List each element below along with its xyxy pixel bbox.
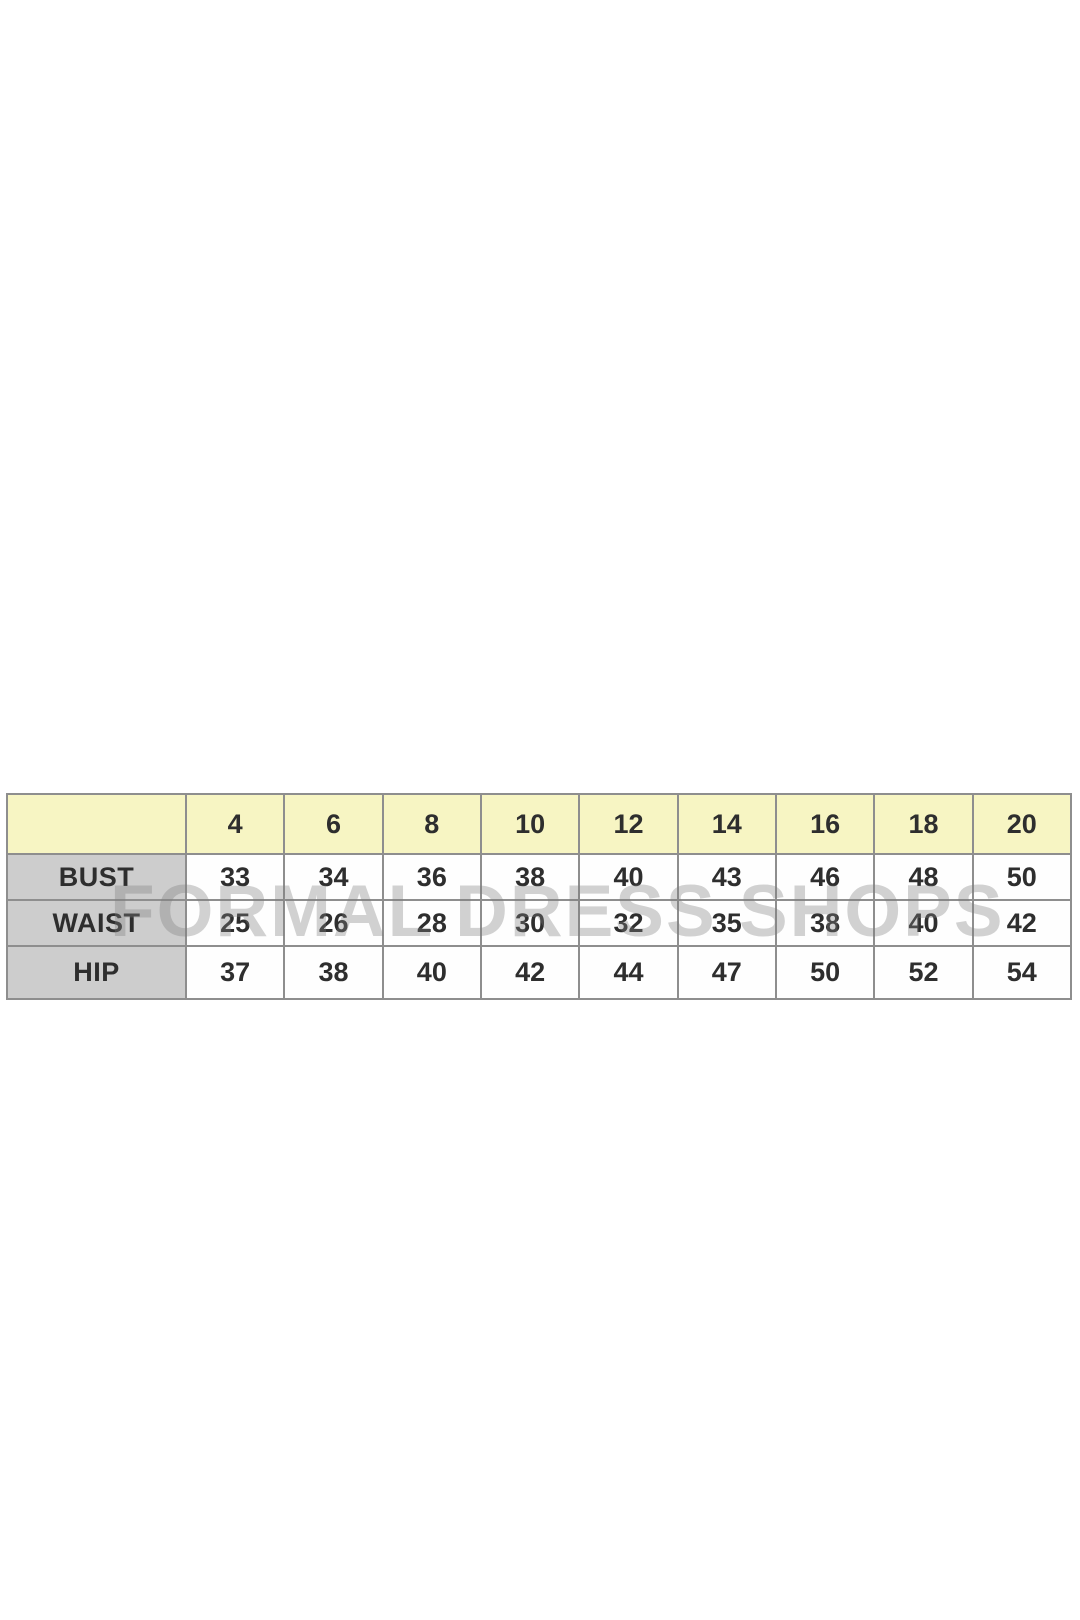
size-column-header: 8 — [381, 793, 482, 855]
measurement-cell: 50 — [774, 945, 876, 1000]
measurement-cell: 35 — [676, 899, 777, 947]
measurement-cell: 42 — [479, 945, 581, 1000]
size-column-header: 14 — [676, 793, 777, 855]
table-row-bust: BUST 33 34 36 38 40 43 46 48 50 — [6, 853, 1073, 901]
size-column-header: 4 — [184, 793, 286, 855]
measurement-cell: 28 — [381, 899, 482, 947]
measurement-cell: 30 — [479, 899, 581, 947]
measurement-cell: 37 — [184, 945, 286, 1000]
size-column-header: 18 — [873, 793, 974, 855]
row-label: WAIST — [6, 899, 187, 947]
size-column-header: 6 — [283, 793, 384, 855]
measurement-cell: 40 — [381, 945, 482, 1000]
measurement-cell: 54 — [971, 945, 1073, 1000]
measurement-cell: 33 — [184, 853, 286, 901]
measurement-cell: 34 — [283, 853, 384, 901]
measurement-cell: 40 — [578, 853, 679, 901]
row-label: BUST — [6, 853, 187, 901]
measurement-cell: 36 — [381, 853, 482, 901]
measurement-cell: 40 — [873, 899, 974, 947]
measurement-cell: 26 — [283, 899, 384, 947]
size-header-row: 4 6 8 10 12 14 16 18 20 — [6, 793, 1073, 855]
table-row-waist: WAIST 25 26 28 30 32 35 38 40 42 — [6, 899, 1073, 947]
corner-cell — [6, 793, 187, 855]
measurement-cell: 46 — [774, 853, 876, 901]
measurement-cell: 43 — [676, 853, 777, 901]
size-column-header: 20 — [971, 793, 1073, 855]
size-column-header: 10 — [479, 793, 581, 855]
measurement-cell: 44 — [578, 945, 679, 1000]
measurement-cell: 38 — [283, 945, 384, 1000]
size-chart: 4 6 8 10 12 14 16 18 20 BUST 33 34 36 38… — [6, 793, 1073, 1000]
measurement-cell: 42 — [971, 899, 1073, 947]
measurement-cell: 25 — [184, 899, 286, 947]
measurement-cell: 38 — [774, 899, 876, 947]
measurement-cell: 47 — [676, 945, 777, 1000]
measurement-cell: 38 — [479, 853, 581, 901]
measurement-cell: 48 — [873, 853, 974, 901]
measurement-cell: 32 — [578, 899, 679, 947]
size-chart-table: 4 6 8 10 12 14 16 18 20 BUST 33 34 36 38… — [6, 793, 1073, 1000]
table-row-hip: HIP 37 38 40 42 44 47 50 52 54 — [6, 945, 1073, 1000]
size-column-header: 12 — [578, 793, 679, 855]
row-label: HIP — [6, 945, 187, 1000]
size-column-header: 16 — [774, 793, 876, 855]
measurement-cell: 52 — [873, 945, 974, 1000]
measurement-cell: 50 — [971, 853, 1073, 901]
